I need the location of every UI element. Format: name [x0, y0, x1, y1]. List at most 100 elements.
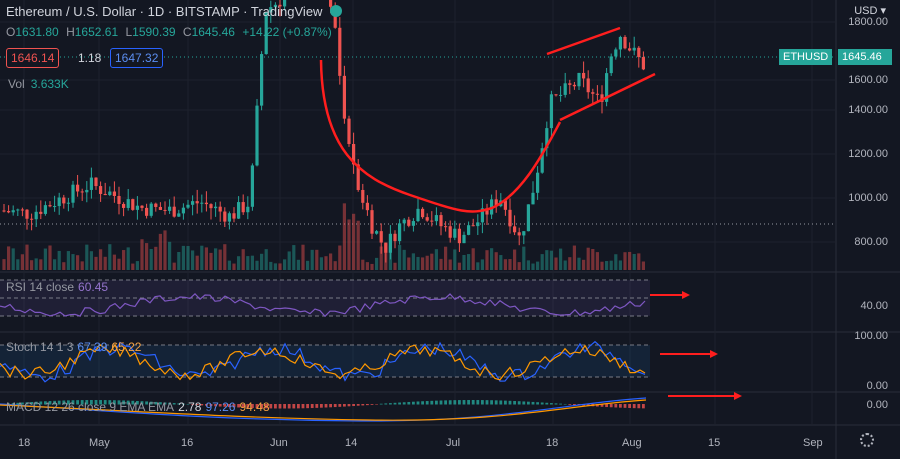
- macd-histogram-bar: [398, 402, 401, 405]
- sell-button[interactable]: 1646.14: [6, 48, 60, 68]
- x-tick: 18: [546, 437, 559, 449]
- settings-gear-icon[interactable]: [860, 433, 874, 447]
- x-tick: 15: [708, 437, 721, 449]
- candle-body: [39, 211, 43, 214]
- candle-body: [554, 94, 558, 96]
- volume-bar: [135, 261, 139, 270]
- candle-body: [600, 94, 604, 102]
- macd-value-1: 2.78: [178, 400, 202, 414]
- macd-histogram-bar: [85, 400, 89, 405]
- volume-bar: [53, 259, 57, 270]
- candle-body: [117, 195, 121, 204]
- candle-body: [402, 219, 406, 224]
- candle-body: [131, 199, 135, 210]
- candle-body: [278, 4, 282, 7]
- macd-histogram-bar: [393, 402, 397, 405]
- candle-body: [250, 165, 254, 207]
- candle-body: [177, 213, 181, 217]
- candle-body: [191, 201, 195, 205]
- stoch-tick: 100.00: [854, 330, 888, 342]
- macd-histogram-bar: [632, 404, 636, 409]
- macd-histogram-bar: [278, 404, 282, 409]
- macd-histogram-bar: [94, 400, 98, 405]
- macd-histogram-bar: [292, 404, 296, 409]
- candle-body: [85, 189, 89, 193]
- macd-histogram-bar: [499, 400, 503, 405]
- macd-histogram-bar: [352, 404, 355, 407]
- macd-histogram-bar: [508, 400, 512, 405]
- macd-histogram-bar: [136, 400, 139, 405]
- candle-body: [430, 220, 434, 222]
- macd-histogram-bar: [559, 403, 562, 405]
- macd-histogram-bar: [370, 404, 374, 405]
- macd-histogram-bar: [25, 402, 29, 405]
- volume-bar: [283, 259, 287, 270]
- high-key: H: [66, 25, 75, 39]
- macd-histogram-bar: [333, 404, 337, 408]
- volume-bar: [269, 261, 273, 270]
- volume-bar: [549, 250, 553, 270]
- macd-legend[interactable]: MACD 12 26 close 9 EMA EMA 2.78 97.26 94.48: [6, 400, 270, 414]
- volume-bar: [591, 248, 595, 270]
- macd-histogram-bar: [412, 401, 415, 405]
- currency-selector[interactable]: USD ▾: [854, 5, 886, 17]
- candle-body: [411, 221, 415, 226]
- volume-bar: [66, 251, 70, 270]
- candle-body: [526, 204, 530, 232]
- macd-arrow-head: [734, 392, 742, 400]
- candle-body: [559, 94, 563, 96]
- macd-line: [0, 397, 647, 422]
- cup-curve: [319, 59, 562, 213]
- volume-bar: [490, 248, 494, 270]
- volume-bar: [255, 260, 259, 270]
- macd-histogram-bar: [7, 403, 10, 405]
- macd-histogram-bar: [232, 404, 236, 408]
- stoch-arrow-head: [710, 350, 718, 358]
- stoch-legend[interactable]: Stoch 14 1 3 67.39 65.22: [6, 340, 141, 354]
- candle-body: [508, 209, 512, 227]
- volume-bar: [342, 203, 346, 270]
- macd-histogram-bar: [605, 404, 608, 408]
- macd-histogram-bar: [453, 400, 457, 405]
- volume-bar: [494, 252, 498, 270]
- volume-bar: [7, 246, 11, 270]
- macd-histogram-bar: [53, 400, 56, 405]
- candle-body: [140, 205, 144, 208]
- volume-bar: [30, 260, 34, 270]
- stoch-k-value: 67.39: [77, 340, 108, 354]
- macd-histogram-bar: [149, 401, 153, 405]
- macd-histogram-bar: [260, 404, 263, 409]
- volume-bar: [333, 261, 337, 270]
- volume-bar: [361, 259, 365, 270]
- macd-histogram-bar: [430, 400, 434, 405]
- volume-bar: [71, 254, 75, 270]
- macd-histogram-bar: [283, 404, 286, 409]
- rsi-legend[interactable]: RSI 14 close 60.45: [6, 280, 108, 294]
- volume-bar: [324, 256, 328, 270]
- candle-body: [536, 172, 540, 193]
- volume-bar: [48, 245, 52, 270]
- macd-histogram-bar: [320, 404, 323, 408]
- volume-bar: [517, 262, 521, 270]
- macd-histogram-bar: [126, 400, 130, 405]
- macd-histogram-bar: [361, 404, 365, 406]
- candle-body: [122, 203, 126, 208]
- buy-button[interactable]: 1647.32: [110, 48, 164, 68]
- candle-body: [246, 206, 250, 213]
- candle-body: [338, 27, 342, 76]
- volume-bar: [264, 249, 268, 270]
- macd-histogram-bar: [209, 404, 213, 406]
- macd-histogram-bar: [117, 400, 121, 405]
- volume-bar: [204, 247, 208, 270]
- macd-histogram-bar: [476, 400, 480, 405]
- rsi-arrow-head: [682, 291, 690, 299]
- macd-histogram-bar: [214, 404, 217, 407]
- volume-bar: [39, 259, 43, 270]
- candle-body: [503, 200, 507, 210]
- rsi-value: 60.45: [78, 280, 109, 294]
- status-dot-icon[interactable]: [330, 5, 343, 17]
- volume-bar: [292, 245, 296, 270]
- candle-body: [163, 209, 167, 211]
- candle-body: [53, 206, 57, 208]
